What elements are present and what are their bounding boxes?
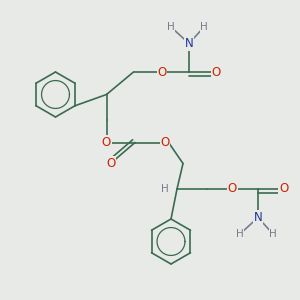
Text: O: O [102,136,111,149]
Text: O: O [158,65,166,79]
Text: N: N [184,37,194,50]
Text: O: O [106,157,116,170]
Text: H: H [167,22,175,32]
Text: H: H [236,229,244,239]
Text: N: N [254,211,262,224]
Text: H: H [269,229,277,239]
Text: O: O [228,182,237,196]
Text: H: H [200,22,208,32]
Text: O: O [279,182,288,196]
Text: O: O [212,65,220,79]
Text: H: H [160,184,168,194]
Text: O: O [160,136,169,149]
